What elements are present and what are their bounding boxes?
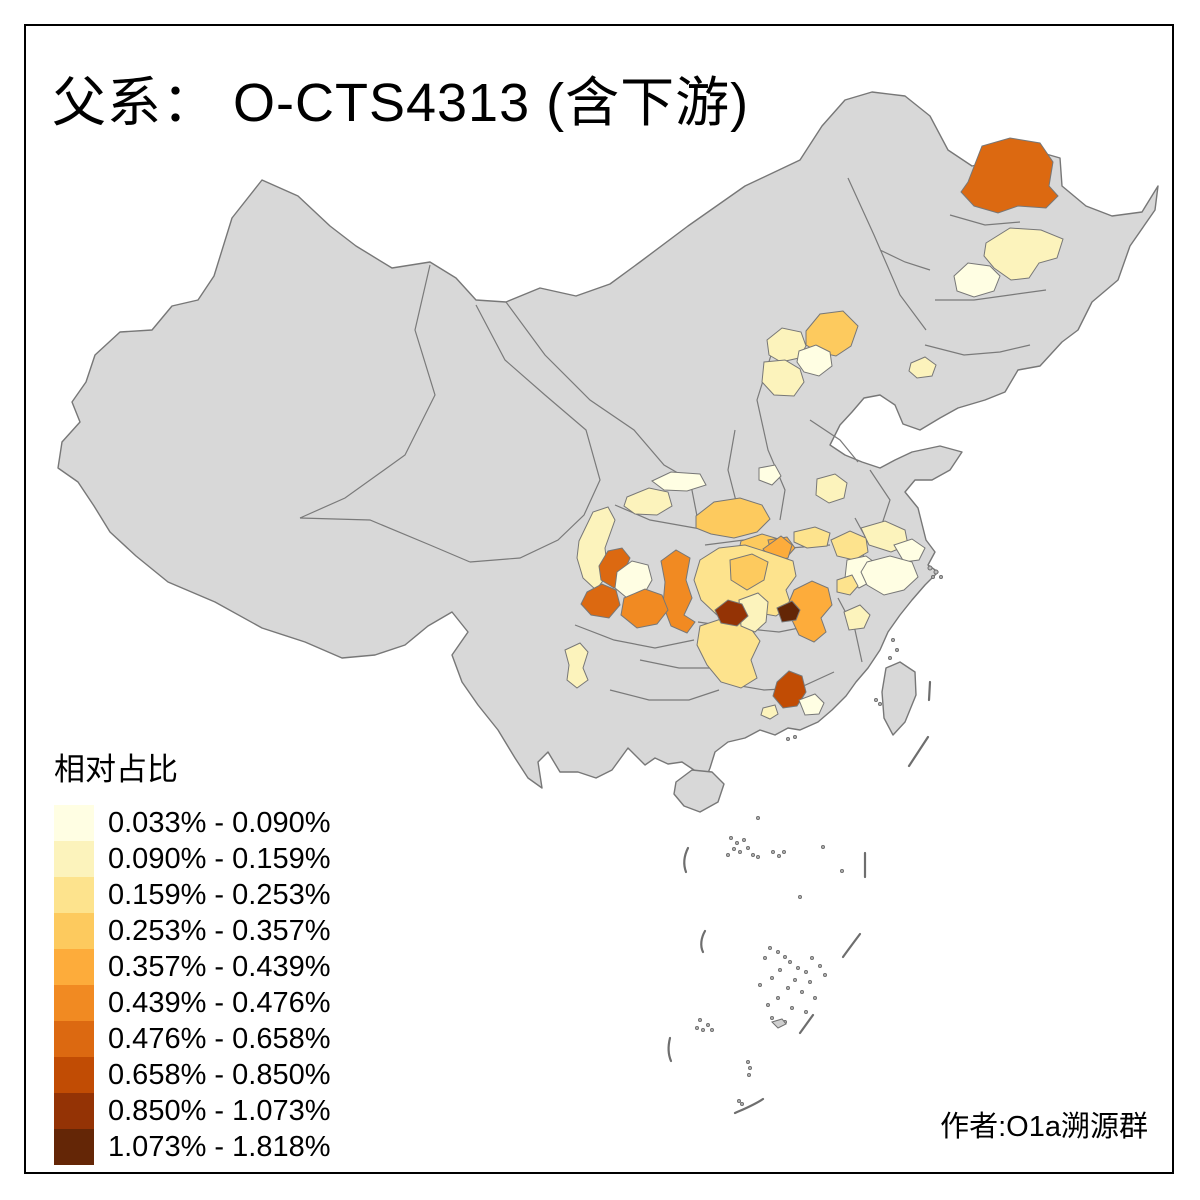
- legend-label-9: 0.850% - 1.073%: [108, 1094, 331, 1127]
- legend-row-5: 0.357% - 0.439%: [54, 949, 384, 985]
- page-title: 父系： O-CTS4313 (含下游): [52, 73, 750, 133]
- province-borders: [299, 177, 1047, 701]
- legend-swatch-8: [54, 1057, 94, 1093]
- legend-label-7: 0.476% - 0.658%: [108, 1022, 331, 1055]
- legend-row-2: 0.090% - 0.159%: [54, 841, 384, 877]
- nine-dash-line-segments: [667, 680, 932, 1115]
- region-qujing: [564, 642, 589, 689]
- legend-row-6: 0.439% - 0.476%: [54, 985, 384, 1021]
- china-mainland: [57, 91, 1159, 789]
- region-harbin-west: [953, 262, 1001, 298]
- region-qingyuan: [760, 704, 779, 720]
- legend-swatch-2: [54, 841, 94, 877]
- south-china-sea-islets: [695, 565, 943, 1106]
- legend-swatch-9: [54, 1093, 94, 1129]
- legend-label-2: 0.090% - 0.159%: [108, 842, 331, 875]
- legend-swatch-7: [54, 1021, 94, 1057]
- region-neijiang: [620, 588, 669, 629]
- region-yichun: [960, 137, 1059, 214]
- legend-row-4: 0.253% - 0.357%: [54, 913, 384, 949]
- mainland-outline: [57, 91, 1159, 813]
- legend-label-1: 0.033% - 0.090%: [108, 806, 331, 839]
- legend-swatch-5: [54, 949, 94, 985]
- legend-row-8: 0.658% - 0.850%: [54, 1057, 384, 1093]
- region-chengdu: [614, 560, 653, 599]
- region-loudi: [776, 600, 801, 623]
- legend-swatch-4: [54, 913, 94, 949]
- hainan-island: [673, 769, 725, 813]
- legend-label-6: 0.439% - 0.476%: [108, 986, 331, 1019]
- region-hanzhong: [623, 487, 673, 516]
- region-linfen: [758, 464, 782, 486]
- legend-label-8: 0.658% - 0.850%: [108, 1058, 331, 1091]
- region-changzhi: [815, 473, 848, 504]
- region-yaan: [580, 583, 621, 619]
- legend-label-3: 0.159% - 0.253%: [108, 878, 331, 911]
- legend-label-5: 0.357% - 0.439%: [108, 950, 331, 983]
- legend-row-3: 0.159% - 0.253%: [54, 877, 384, 913]
- taiwan-island: [881, 661, 917, 736]
- region-beijing: [796, 344, 833, 377]
- legend-label-4: 0.253% - 0.357%: [108, 914, 331, 947]
- region-jiangxi-mid: [843, 604, 871, 631]
- region-kaifeng: [793, 526, 831, 549]
- legend-label-10: 1.073% - 1.818%: [108, 1130, 331, 1163]
- legend-swatch-1: [54, 805, 94, 841]
- author-credit: 作者:O1a溯源群: [940, 1111, 1148, 1143]
- region-changde: [738, 592, 769, 633]
- legend: 相对占比 0.033% - 0.090% 0.090% - 0.159% 0.159…: [54, 744, 384, 1165]
- region-tianshui: [651, 471, 707, 492]
- region-guanzhong: [695, 497, 771, 539]
- legend-title: 相对占比: [54, 752, 178, 787]
- legend-row-10: 1.073% - 1.818%: [54, 1129, 384, 1165]
- region-songyuan: [983, 227, 1064, 281]
- region-anhui-north: [830, 530, 869, 561]
- region-zhejiang-north: [860, 555, 919, 596]
- legend-row-9: 0.850% - 1.073%: [54, 1093, 384, 1129]
- colored-regions-layer: [564, 137, 1064, 720]
- region-meizhou: [798, 693, 825, 716]
- legend-row-7: 0.476% - 0.658%: [54, 1021, 384, 1057]
- legend-swatch-3: [54, 877, 94, 913]
- region-dalian: [908, 356, 937, 379]
- region-baoding: [761, 359, 805, 397]
- legend-swatch-6: [54, 985, 94, 1021]
- legend-swatch-10: [54, 1129, 94, 1165]
- region-xiangyang: [729, 553, 769, 591]
- region-wuhu: [836, 574, 859, 596]
- region-enshi: [714, 599, 749, 627]
- legend-row-1: 0.033% - 0.090%: [54, 805, 384, 841]
- legend-rows: 0.033% - 0.090% 0.090% - 0.159% 0.159% - 0…: [54, 805, 384, 1165]
